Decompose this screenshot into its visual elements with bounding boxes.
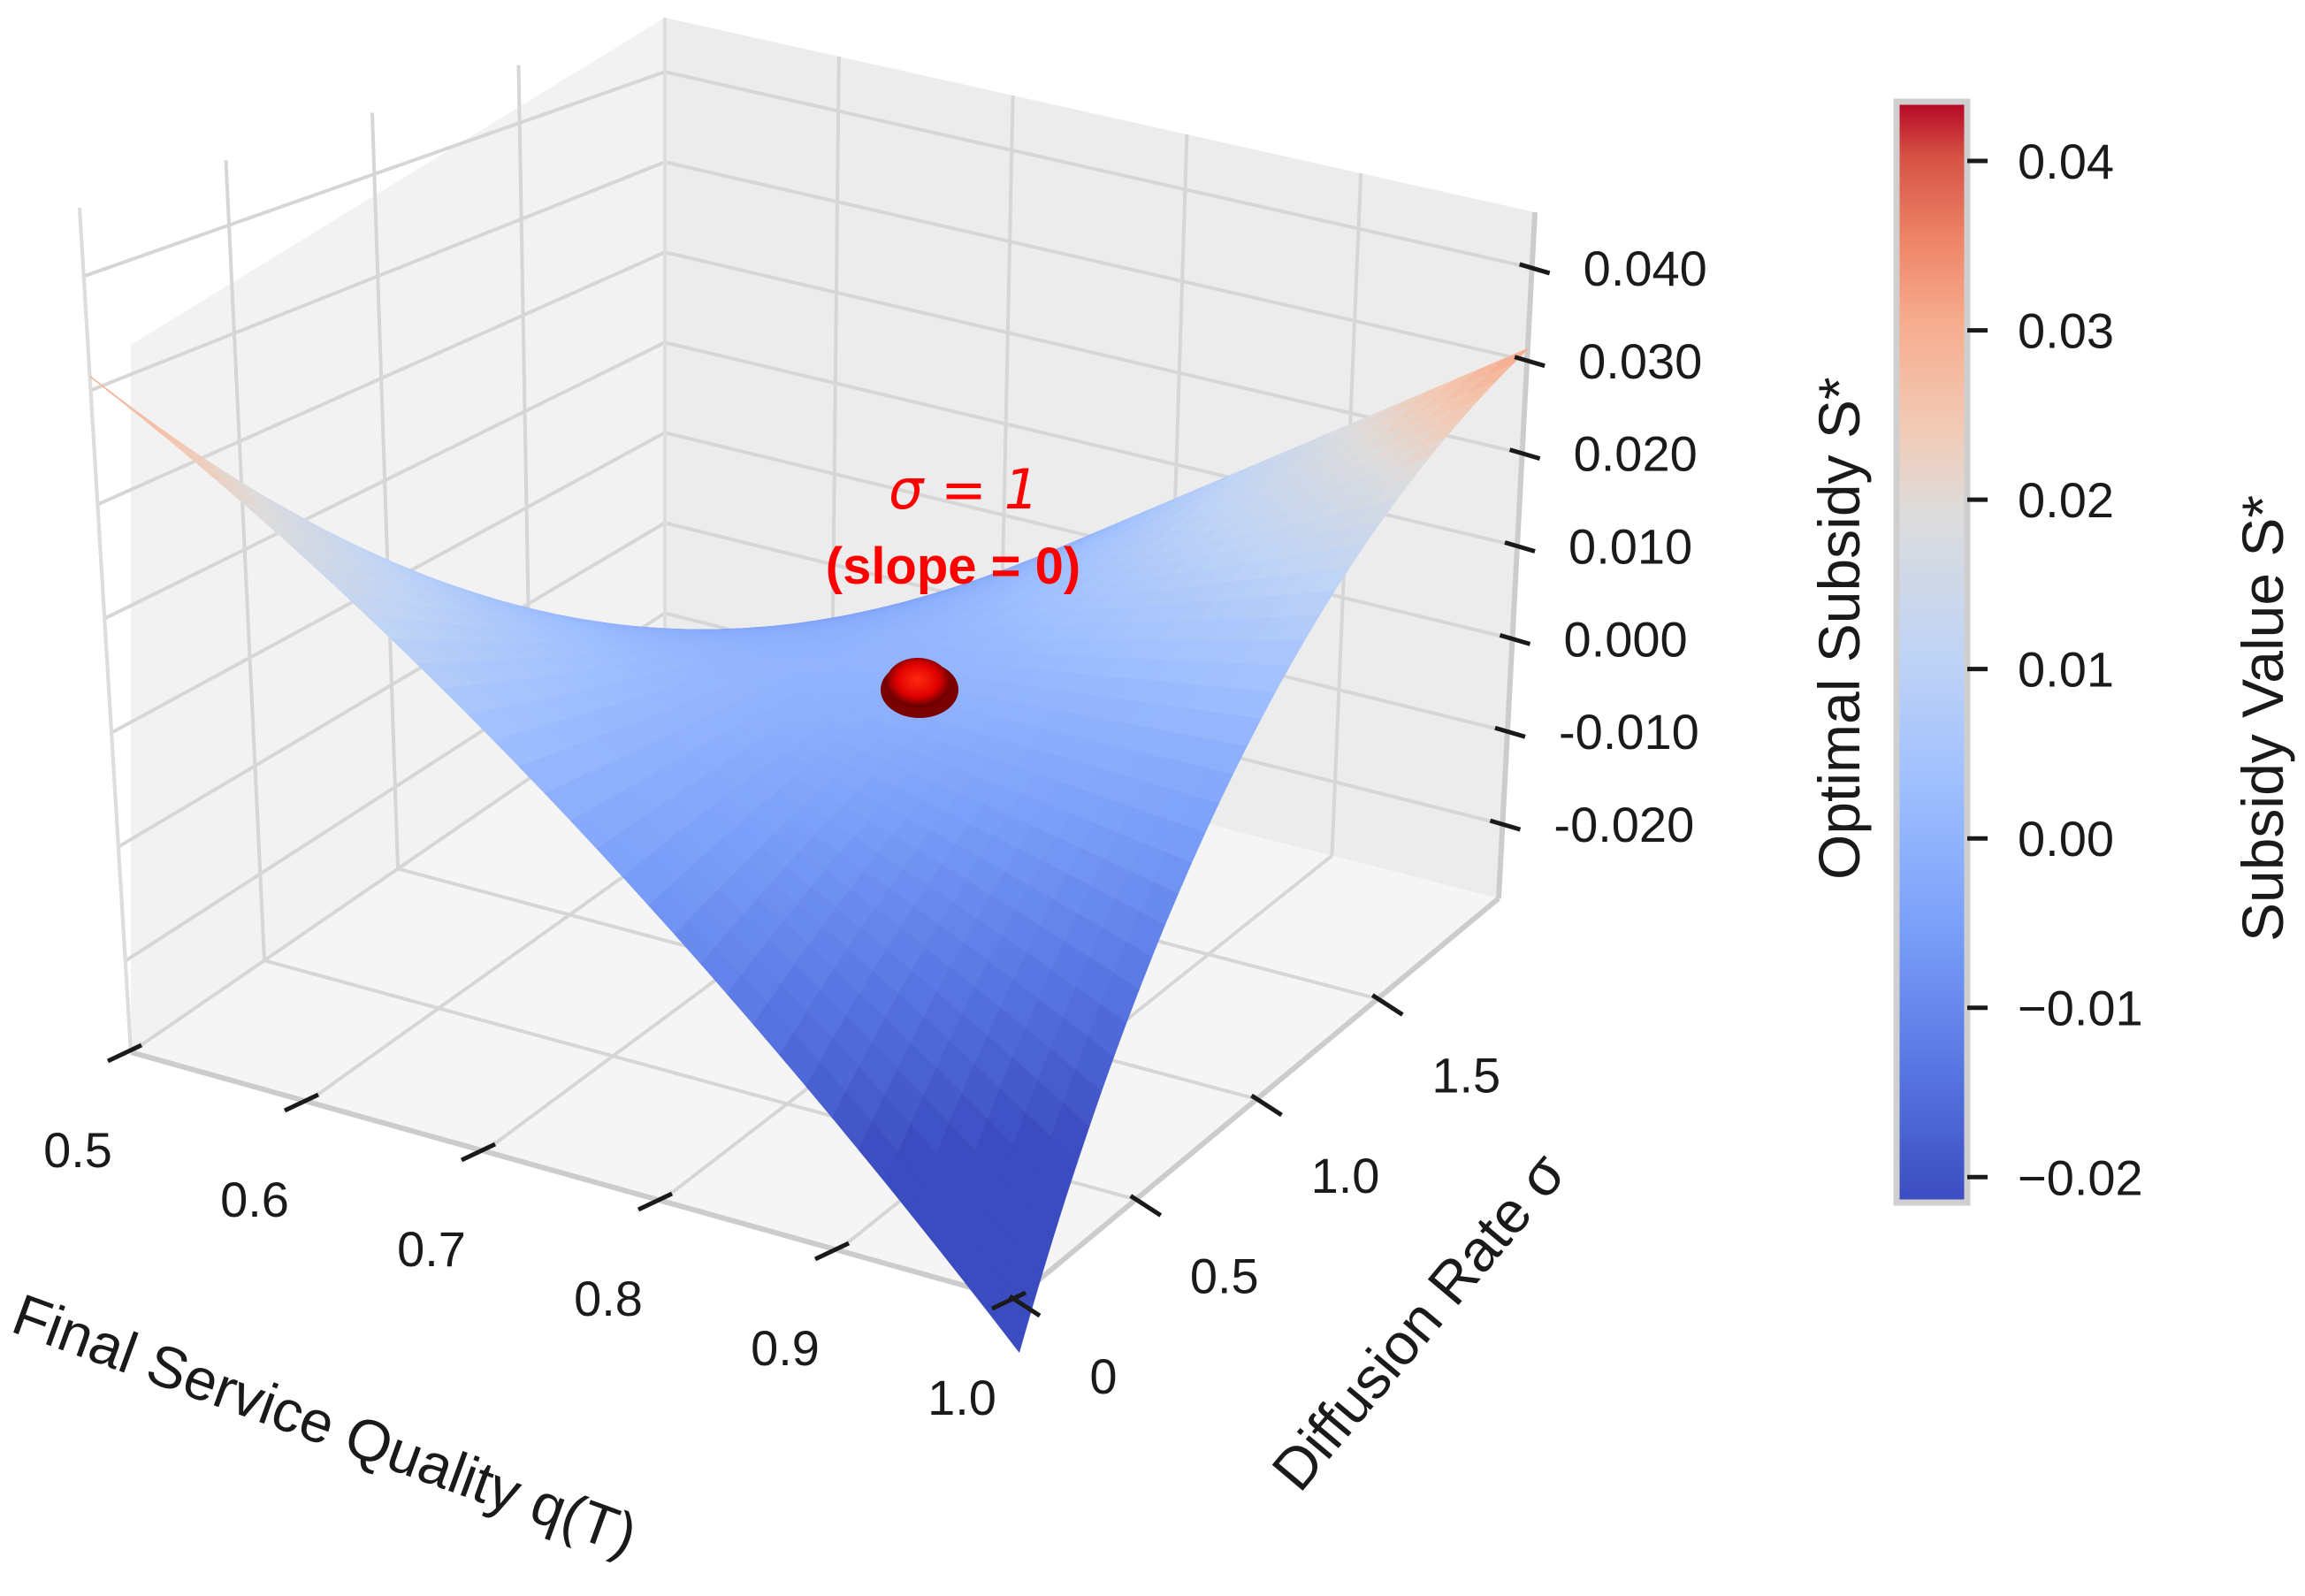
- grid-line: [224, 160, 266, 961]
- pane-back-left: [131, 18, 665, 1052]
- x-tick-label: 0.5: [43, 1122, 112, 1178]
- surface-mesh: [89, 348, 1529, 1354]
- y-tick-label: 1.5: [1431, 1048, 1500, 1103]
- y-tick-label: 0.5: [1190, 1249, 1259, 1304]
- annotation-sigma: σ = 1: [889, 457, 1039, 522]
- axis-edge-x: [130, 1050, 1016, 1302]
- surface-cell: [991, 1278, 1032, 1354]
- x-tick-mark: [106, 1042, 143, 1064]
- colorbar-label: Subsidy Value S*: [2230, 495, 2295, 942]
- grid-line: [117, 521, 667, 849]
- sigma-one-point: [886, 658, 950, 707]
- x-tick-label: 0.8: [574, 1271, 643, 1326]
- z-tick-mark: [1499, 632, 1531, 646]
- x-tick-mark: [283, 1092, 320, 1113]
- grid-line: [664, 70, 1533, 270]
- z-tick-mark: [1514, 355, 1546, 369]
- y-tick-label: 1.0: [1311, 1148, 1380, 1203]
- z-axis-label: Optimal Subsidy S*: [1806, 377, 1872, 880]
- x-tick-label: 0.6: [220, 1172, 289, 1227]
- sigma-one-marker: [881, 658, 958, 718]
- colorbar-tick-label: −0.01: [2018, 981, 2143, 1036]
- z-tick-label: -0.020: [1553, 797, 1694, 852]
- y-tick-mark: [1008, 1294, 1042, 1318]
- x-tick-mark: [813, 1241, 851, 1262]
- colorbar-tick-label: 0.04: [2018, 134, 2114, 189]
- colorbar-ticks: −0.02 −0.01 0.00 0.01 0.02 0.03 0.04: [1967, 134, 2143, 1205]
- y-tick-label: 0: [1089, 1348, 1117, 1404]
- colorbar: −0.02 −0.01 0.00 0.01 0.02 0.03 0.04 Subsidy V…: [1893, 98, 2295, 1206]
- z-tick-mark: [1489, 818, 1522, 832]
- colorbar-gradient: [1893, 98, 1971, 1206]
- x-tick-label: 0.9: [751, 1320, 820, 1376]
- z-tick-mark: [1494, 725, 1526, 739]
- colorbar-tick-label: −0.02: [2018, 1149, 2143, 1205]
- x-tick-mark: [460, 1142, 497, 1163]
- x-tick-label: 1.0: [927, 1370, 996, 1425]
- grid-line: [664, 160, 1528, 363]
- y-tick-mark: [1250, 1093, 1283, 1118]
- z-axis-ticks: -0.020 -0.010 0.000 0.010 0.020 0.030 0.040: [1489, 241, 1707, 852]
- z-tick-label: 0.040: [1584, 241, 1707, 296]
- colorbar-tick-label: 0.01: [2018, 642, 2114, 698]
- z-tick-label: -0.010: [1559, 704, 1699, 760]
- grid-line: [96, 250, 666, 507]
- axis-edge-z: [1496, 211, 1538, 899]
- grid-line: [103, 340, 666, 621]
- colorbar-tick-label: 0.03: [2018, 303, 2114, 359]
- z-tick-mark: [1504, 540, 1536, 554]
- axis-edge: [78, 207, 133, 1053]
- x-tick-mark: [637, 1191, 674, 1212]
- z-tick-label: 0.020: [1574, 426, 1698, 482]
- colorbar-tick-label: 0.00: [2018, 811, 2114, 867]
- y-axis-label: Diffusion Rate σ: [1259, 1141, 1577, 1502]
- x-axis-ticks: 0.5 0.6 0.7 0.8 0.9 1.0: [43, 1042, 1027, 1425]
- z-tick-label: 0.000: [1564, 611, 1688, 667]
- x-tick-mark: [990, 1290, 1027, 1311]
- x-axis-label: Final Service Quality q(T): [4, 1281, 645, 1568]
- y-axis-ticks: 0 0.5 1.0 1.5: [1008, 993, 1500, 1404]
- z-tick-label: 0.010: [1568, 519, 1692, 575]
- grid-line: [89, 160, 666, 393]
- colorbar-tick-label: 0.02: [2018, 472, 2114, 528]
- grid-line: [370, 112, 400, 869]
- grid-line: [829, 56, 841, 729]
- annotation-slope: (slope = 0): [826, 538, 1080, 595]
- y-tick-mark: [1129, 1194, 1163, 1218]
- grid-line: [83, 70, 666, 279]
- z-tick-label: 0.030: [1578, 333, 1702, 389]
- z-tick-mark: [1508, 447, 1541, 462]
- z-tick-mark: [1518, 262, 1551, 276]
- y-tick-mark: [1370, 993, 1404, 1017]
- x-tick-label: 0.7: [397, 1221, 466, 1277]
